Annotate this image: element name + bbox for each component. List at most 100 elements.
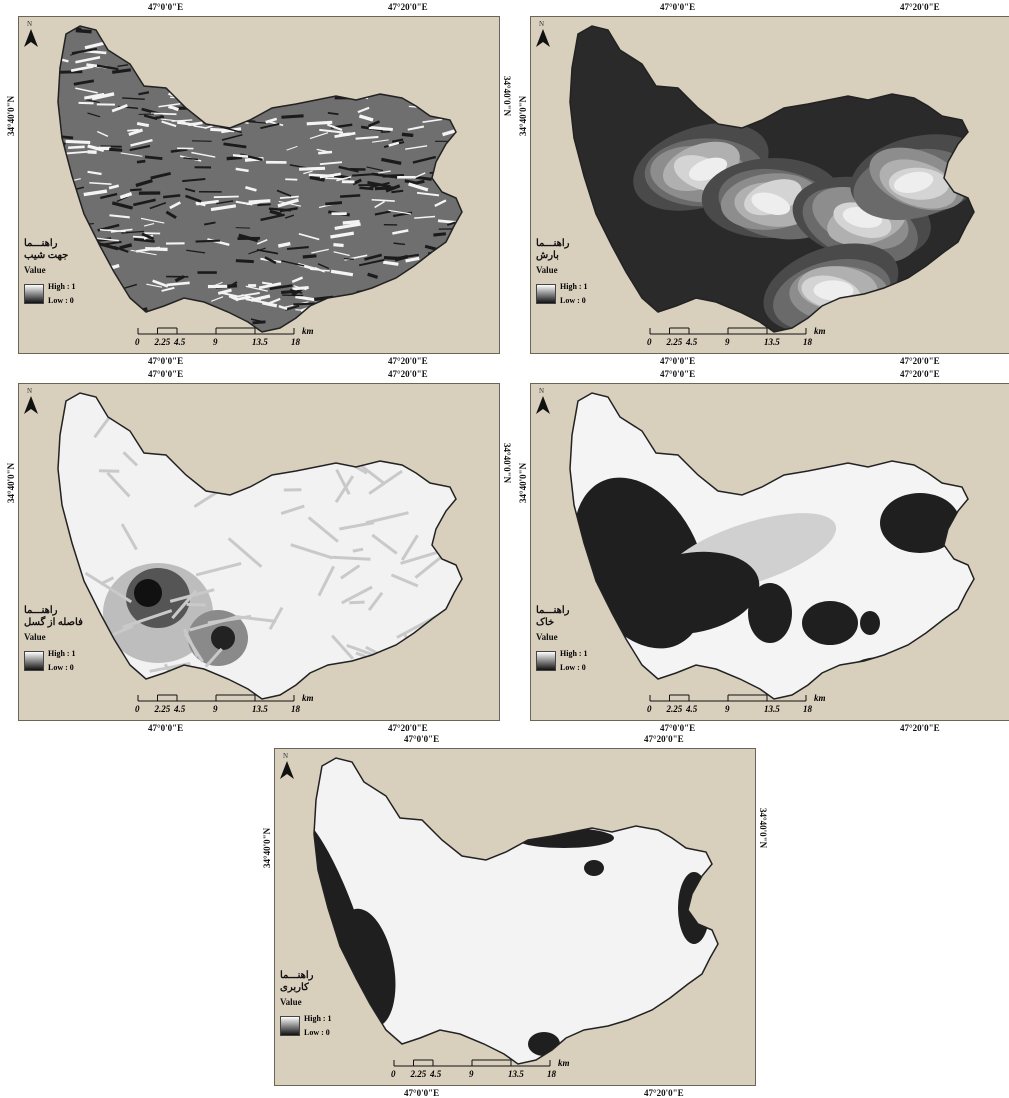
legend-high-label: High : 1 <box>560 282 588 291</box>
legend: راهنـــما بارش Value High : 1 Low : 0 <box>536 238 646 275</box>
scale-tick-label: 18 <box>291 337 300 347</box>
legend-low-label: Low : 0 <box>560 296 586 305</box>
scale-tick-label: 13.5 <box>508 1069 524 1079</box>
legend-heading: راهنـــما <box>280 970 350 982</box>
legend-layer-name: بارش <box>536 250 606 262</box>
scale-tick-label: 13.5 <box>764 337 780 347</box>
legend-layer-name: خاک <box>536 617 606 629</box>
scale-unit: km <box>302 693 314 703</box>
scale-tick-label: 4.5 <box>174 704 185 714</box>
legend-low-label: Low : 0 <box>560 663 586 672</box>
legend-color-ramp <box>24 651 44 671</box>
longitude-label: 47°0'0"E <box>148 356 183 366</box>
study-area-map <box>256 732 766 1096</box>
longitude-label: 47°20'0"E <box>388 356 428 366</box>
scale-tick-label: 13.5 <box>764 704 780 714</box>
scale-tick-label: 2.25 <box>667 337 683 347</box>
scale-unit: km <box>302 326 314 336</box>
scale-tick-label: 18 <box>803 337 812 347</box>
north-arrow-icon <box>24 29 38 47</box>
scale-tick-label: 2.25 <box>155 704 171 714</box>
legend-color-ramp <box>536 284 556 304</box>
legend-low-label: Low : 0 <box>48 296 74 305</box>
legend-heading: راهنـــما <box>24 238 94 250</box>
legend-color-ramp <box>280 1016 300 1036</box>
scale-tick-label: 9 <box>213 337 218 347</box>
legend-layer-name: فاصله از گسل <box>24 617 94 629</box>
north-arrow: N <box>24 22 38 46</box>
legend-layer-name: جهت شیب <box>24 250 94 262</box>
legend-low-label: Low : 0 <box>304 1028 330 1037</box>
legend-layer-name: کاربری <box>280 982 350 994</box>
north-label: N <box>27 20 32 28</box>
scale-tick-label: 4.5 <box>174 337 185 347</box>
scale-tick-label: 2.25 <box>155 337 171 347</box>
scale-tick-label: 13.5 <box>252 337 268 347</box>
longitude-label: 47°20'0"E <box>900 723 940 733</box>
scale-tick-label: 4.5 <box>686 337 697 347</box>
scale-tick-label: 0 <box>135 704 140 714</box>
legend-value-label: Value <box>280 997 390 1007</box>
north-arrow-icon <box>536 396 550 414</box>
latitude-label: 34°40'0"N <box>6 463 16 503</box>
scale-tick-label: 18 <box>547 1069 556 1079</box>
latitude-label: 34°40'0"N <box>758 808 768 848</box>
study-area-map <box>0 367 510 731</box>
north-arrow-icon <box>536 29 550 47</box>
longitude-label: 47°20'0"E <box>900 356 940 366</box>
legend-color-ramp <box>536 651 556 671</box>
scale-tick-label: 0 <box>647 337 652 347</box>
longitude-label: 47°20'0"E <box>644 1088 684 1098</box>
latitude-label: 34°40'0"N <box>518 96 528 136</box>
legend-heading: راهنـــما <box>24 605 94 617</box>
scale-tick-label: 9 <box>725 337 730 347</box>
north-label: N <box>27 387 32 395</box>
scale-unit: km <box>558 1058 570 1068</box>
scale-tick-label: 9 <box>469 1069 474 1079</box>
study-area-map <box>512 0 1009 364</box>
scale-tick-label: 13.5 <box>252 704 268 714</box>
legend-value-label: Value <box>24 632 134 642</box>
study-area-map <box>512 367 1009 731</box>
legend: راهنـــما جهت شیب Value High : 1 Low : 0 <box>24 238 134 275</box>
legend-high-label: High : 1 <box>560 649 588 658</box>
legend: راهنـــما کاربری Value High : 1 Low : 0 <box>280 970 390 1007</box>
legend-heading: راهنـــما <box>536 238 606 250</box>
latitude-label: 34°40'0"N <box>262 828 272 868</box>
north-arrow: N <box>536 389 550 413</box>
latitude-label: 34°40'0"N <box>6 96 16 136</box>
legend-low-label: Low : 0 <box>48 663 74 672</box>
scale-tick-label: 9 <box>725 704 730 714</box>
north-arrow: N <box>280 754 294 778</box>
legend: راهنـــما خاک Value High : 1 Low : 0 <box>536 605 646 642</box>
north-arrow: N <box>24 389 38 413</box>
north-arrow: N <box>536 22 550 46</box>
scale-tick-label: 4.5 <box>430 1069 441 1079</box>
scale-unit: km <box>814 693 826 703</box>
scale-unit: km <box>814 326 826 336</box>
latitude-label: 34°40'0"N <box>502 443 512 483</box>
longitude-label: 47°0'0"E <box>404 1088 439 1098</box>
scale-tick-label: 0 <box>135 337 140 347</box>
legend-value-label: Value <box>24 265 134 275</box>
latitude-label: 34°40'0"N <box>518 463 528 503</box>
scale-tick-label: 0 <box>647 704 652 714</box>
legend-value-label: Value <box>536 632 646 642</box>
scale-tick-label: 2.25 <box>667 704 683 714</box>
north-label: N <box>539 20 544 28</box>
north-arrow-icon <box>24 396 38 414</box>
scale-tick-label: 9 <box>213 704 218 714</box>
north-label: N <box>283 752 288 760</box>
legend: راهنـــما فاصله از گسل Value High : 1 Lo… <box>24 605 134 642</box>
north-label: N <box>539 387 544 395</box>
legend-color-ramp <box>24 284 44 304</box>
legend-high-label: High : 1 <box>48 282 76 291</box>
legend-high-label: High : 1 <box>48 649 76 658</box>
legend-heading: راهنـــما <box>536 605 606 617</box>
latitude-label: 34°40'0"N <box>502 76 512 116</box>
scale-tick-label: 18 <box>291 704 300 714</box>
